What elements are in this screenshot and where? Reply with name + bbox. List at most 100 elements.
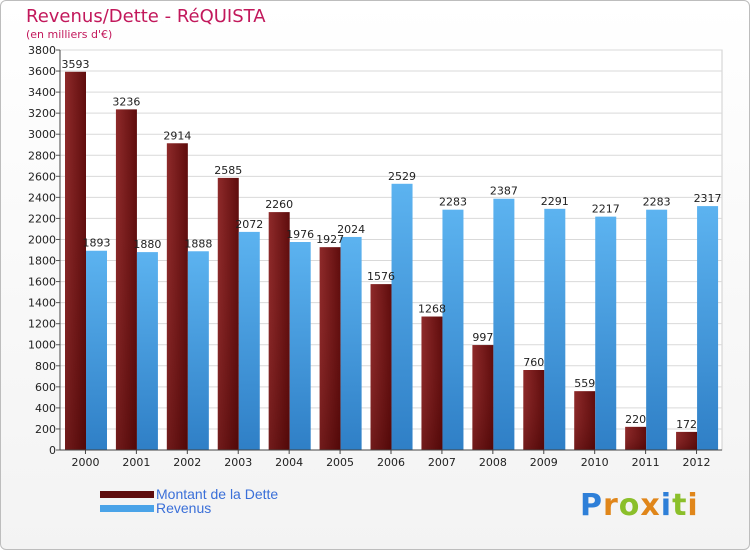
- bar-dette-shade: [421, 316, 443, 450]
- value-label-dette: 3593: [62, 58, 90, 71]
- y-tick-label: 2600: [28, 170, 56, 183]
- logo-letter: r: [603, 488, 619, 523]
- bar-revenus: [86, 250, 107, 450]
- value-label-revenus: 2387: [490, 185, 518, 198]
- x-tick-label: 2001: [122, 456, 150, 469]
- x-tick-label: 2004: [275, 456, 303, 469]
- y-tick-label: 1200: [28, 318, 56, 331]
- bar-dette-shade: [115, 109, 137, 451]
- value-label-revenus: 2317: [694, 192, 722, 205]
- logo-letter: o: [618, 488, 641, 523]
- bar-revenus: [136, 252, 158, 450]
- x-tick-label: 2003: [224, 456, 252, 469]
- value-label-dette: 2260: [265, 198, 293, 211]
- bar-dette-shade: [166, 143, 188, 450]
- logo-letter: x: [640, 488, 661, 523]
- bar-revenus: [187, 251, 209, 450]
- legend-item-dette: Montant de la Dette: [100, 486, 278, 502]
- legend-item-revenus: Revenus: [100, 500, 211, 516]
- bar-dette-shade: [574, 391, 596, 450]
- bar-revenus: [442, 209, 464, 450]
- bar-revenus: [340, 236, 362, 450]
- value-label-revenus: 2291: [541, 195, 569, 208]
- value-label-dette: 2585: [214, 164, 242, 177]
- bar-dette-shade: [625, 426, 647, 450]
- chart-subtitle: (en milliers d'€): [26, 28, 113, 41]
- legend-swatch-revenus: [100, 504, 154, 512]
- y-tick-label: 1600: [28, 276, 56, 289]
- bar-revenus: [391, 183, 413, 450]
- x-tick-label: 2006: [377, 456, 405, 469]
- y-tick-label: 2000: [28, 233, 56, 246]
- x-tick-label: 2009: [530, 456, 558, 469]
- bar-dette-shade: [676, 431, 698, 450]
- value-label-dette: 172: [676, 418, 697, 431]
- bar-revenus: [595, 216, 617, 450]
- logo-letter: P: [580, 488, 603, 523]
- value-label-dette: 1268: [418, 303, 446, 316]
- y-tick-label: 2800: [28, 149, 56, 162]
- value-label-revenus: 1888: [184, 237, 212, 250]
- value-label-revenus: 2283: [439, 196, 467, 209]
- bar-dette-shade: [217, 177, 239, 451]
- value-label-revenus: 1976: [286, 228, 314, 241]
- bar-dette-shade: [370, 284, 392, 450]
- x-tick-label: 2007: [428, 456, 456, 469]
- y-tick-label: 1800: [28, 255, 56, 268]
- value-label-dette: 2914: [163, 129, 191, 142]
- legend-label-dette: Montant de la Dette: [156, 486, 279, 502]
- bar-revenus: [544, 208, 566, 450]
- y-tick-label: 3600: [28, 65, 56, 78]
- y-tick-label: 2200: [28, 212, 56, 225]
- y-tick-label: 3400: [28, 86, 56, 99]
- value-label-revenus: 1893: [83, 237, 111, 250]
- bar-revenus: [646, 209, 668, 450]
- x-tick-label: 2012: [683, 456, 711, 469]
- value-label-revenus: 2283: [643, 196, 671, 209]
- y-tick-label: 3800: [28, 44, 56, 57]
- x-tick-label: 2008: [479, 456, 507, 469]
- x-tick-label: 2000: [71, 456, 99, 469]
- y-tick-label: 3000: [28, 128, 56, 141]
- legend-swatch-dette: [100, 490, 154, 498]
- x-tick-label: 2011: [632, 456, 660, 469]
- logo-letter: t: [672, 488, 688, 523]
- y-tick-label: 400: [35, 402, 56, 415]
- value-label-revenus: 2529: [388, 170, 416, 183]
- value-label-revenus: 2217: [592, 203, 620, 216]
- chart-title: Revenus/Dette - RéQUISTA: [26, 6, 266, 27]
- bar-revenus: [238, 231, 260, 450]
- y-tick-label: 600: [35, 381, 56, 394]
- value-label-dette: 559: [574, 377, 595, 390]
- value-label-dette: 997: [472, 331, 493, 344]
- bar-dette-shade: [472, 345, 494, 450]
- y-tick-label: 800: [35, 360, 56, 373]
- y-tick-label: 2400: [28, 191, 56, 204]
- value-label-revenus: 2024: [337, 223, 365, 236]
- y-tick-label: 0: [49, 444, 56, 457]
- bar-dette-shade: [319, 247, 341, 450]
- proxiti-logo: Proxiti: [580, 488, 699, 523]
- bar-dette-shade: [268, 212, 290, 450]
- value-label-revenus: 1880: [133, 238, 161, 251]
- x-tick-label: 2002: [173, 456, 201, 469]
- value-label-dette: 760: [523, 356, 544, 369]
- bar-dette-shade: [523, 370, 545, 450]
- bar-revenus: [697, 206, 719, 450]
- y-tick-label: 3200: [28, 107, 56, 120]
- bar-dette-shade: [65, 71, 86, 450]
- logo-letter: i: [687, 488, 699, 523]
- value-label-revenus: 2072: [235, 218, 263, 231]
- y-tick-label: 1000: [28, 339, 56, 352]
- x-tick-label: 2010: [581, 456, 609, 469]
- value-label-dette: 1576: [367, 270, 395, 283]
- value-label-dette: 3236: [112, 95, 140, 108]
- logo-letter: i: [660, 488, 673, 523]
- x-tick-label: 2005: [326, 456, 354, 469]
- value-label-dette: 220: [625, 413, 646, 426]
- value-label-dette: 1927: [316, 233, 344, 246]
- bar-revenus: [493, 198, 515, 450]
- y-tick-label: 200: [35, 423, 56, 436]
- bar-revenus: [289, 242, 311, 450]
